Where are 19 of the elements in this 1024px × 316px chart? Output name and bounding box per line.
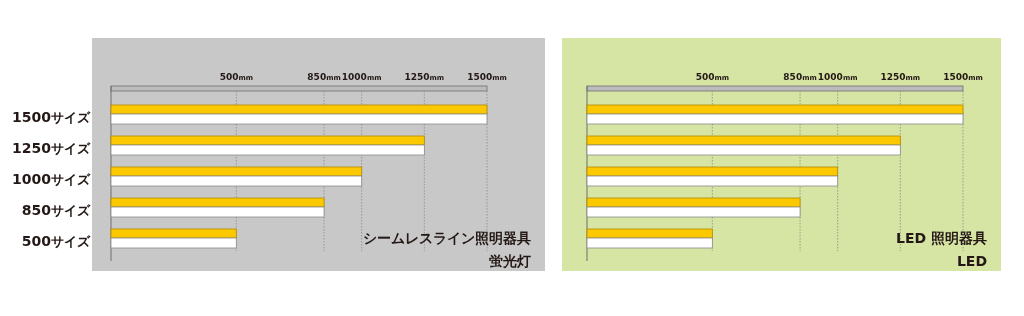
text: LED	[956, 253, 987, 269]
bar	[110, 228, 237, 239]
bar	[586, 197, 801, 208]
bar	[110, 197, 325, 208]
bar	[586, 104, 964, 115]
y-tick-label: 500サイズ	[21, 233, 91, 249]
y-tick-label: 850サイズ	[21, 202, 91, 218]
y-tick-label: 1500サイズ	[12, 109, 91, 125]
bar	[586, 166, 839, 177]
y-tick-label: 1250サイズ	[12, 140, 91, 156]
bar	[110, 166, 363, 177]
bar	[586, 228, 713, 239]
y-tick-label: 1000サイズ	[12, 171, 91, 187]
annotation: シームレスライン照明器具	[363, 230, 531, 246]
bar	[110, 135, 425, 146]
text: 蛍光灯	[489, 253, 531, 269]
bar	[586, 135, 901, 146]
bar	[110, 104, 488, 115]
annotation: LED 照明器具	[896, 230, 987, 246]
